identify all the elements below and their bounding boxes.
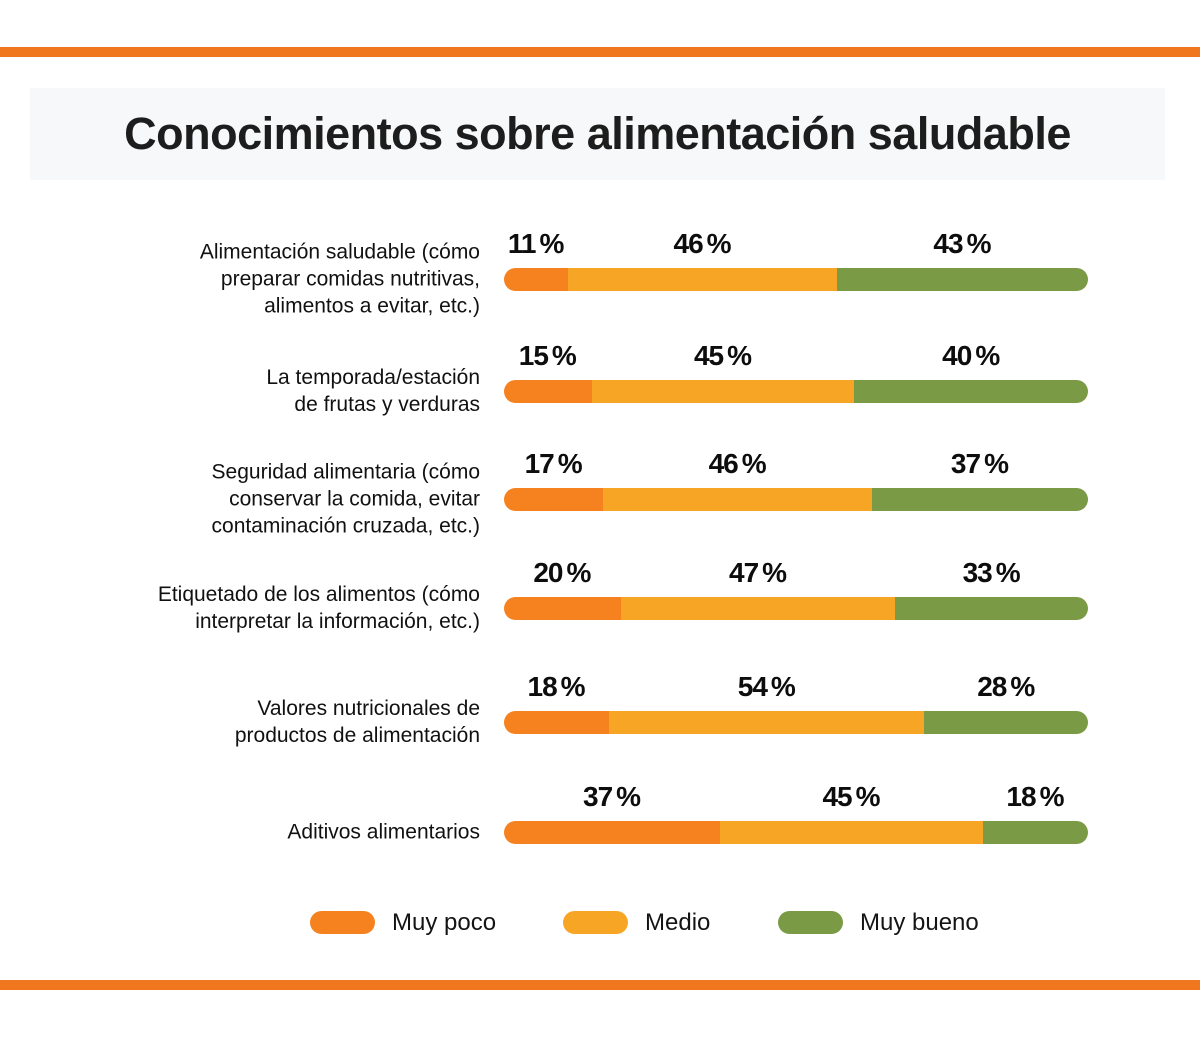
- segment-value-label: 18%: [527, 671, 586, 702]
- segment-value-label: 54%: [737, 671, 796, 702]
- stacked-bar: [504, 597, 1088, 620]
- bar-segment-muy-bueno: [924, 711, 1088, 734]
- segment-value-label: 17%: [524, 448, 583, 479]
- segment-value-label: 20%: [533, 557, 592, 588]
- segment-value-label: 33%: [962, 557, 1021, 588]
- title-band: Conocimientos sobre alimentación saludab…: [30, 88, 1165, 180]
- category-label: La temporada/estación de frutas y verdur…: [266, 366, 480, 416]
- category-label: Etiquetado de los alimentos (cómo interp…: [157, 583, 480, 633]
- segment-value-label: 46%: [673, 228, 732, 259]
- chart-row: Aditivos alimentarios 37% 45% 18%: [0, 781, 1200, 844]
- chart-row: Valores nutricionales de productos de al…: [0, 671, 1200, 747]
- stacked-bar: [504, 711, 1088, 734]
- chart-row: Alimentación saludable (cómo preparar co…: [0, 228, 1200, 318]
- stacked-bar: [504, 821, 1088, 844]
- segment-value-label: 47%: [729, 557, 788, 588]
- category-label: Alimentación saludable (cómo preparar co…: [199, 240, 480, 318]
- segment-value-label: 11%: [507, 228, 565, 259]
- bar-segment-muy-poco: [504, 821, 721, 844]
- bar-segment-muy-bueno: [836, 268, 1088, 291]
- segment-value-label: 46%: [708, 448, 767, 479]
- bar-segment-muy-poco: [504, 268, 569, 291]
- category-label: Seguridad alimentaria (cómo conservar la…: [211, 460, 480, 538]
- stacked-bar: [504, 380, 1088, 403]
- chart-row: La temporada/estación de frutas y verdur…: [0, 340, 1200, 416]
- bar-segment-muy-poco: [504, 711, 610, 734]
- bar-segment-muy-bueno: [895, 597, 1088, 620]
- bar-segment-medio: [620, 597, 896, 620]
- bar-segment-muy-poco: [504, 380, 592, 403]
- bar-segment-medio: [568, 268, 837, 291]
- stacked-bar: [504, 488, 1088, 511]
- top-border-rule: [0, 47, 1200, 57]
- page-title: Conocimientos sobre alimentación saludab…: [124, 108, 1071, 159]
- bar-segment-medio: [603, 488, 872, 511]
- bar-segment-medio: [609, 711, 925, 734]
- chart-row: Seguridad alimentaria (cómo conservar la…: [0, 448, 1200, 538]
- bar-segment-muy-poco: [504, 597, 621, 620]
- category-label: Aditivos alimentarios: [287, 820, 480, 844]
- bar-segment-muy-bueno: [982, 821, 1088, 844]
- segment-value-label: 37%: [950, 448, 1009, 479]
- segment-value-label: 37%: [583, 781, 642, 812]
- stacked-bar: [504, 268, 1088, 291]
- segment-value-label: 45%: [822, 781, 881, 812]
- segment-value-label: 40%: [942, 340, 1001, 371]
- bar-segment-medio: [720, 821, 983, 844]
- bar-segment-muy-bueno: [871, 488, 1088, 511]
- segment-value-label: 18%: [1006, 781, 1065, 812]
- segment-value-label: 45%: [693, 340, 753, 371]
- chart-row: Etiquetado de los alimentos (cómo interp…: [0, 557, 1200, 633]
- segment-value-label: 15%: [518, 340, 577, 371]
- bar-segment-muy-bueno: [854, 380, 1088, 403]
- category-label: Valores nutricionales de productos de al…: [234, 697, 480, 747]
- bar-segment-muy-poco: [504, 488, 604, 511]
- bar-segment-medio: [591, 380, 855, 403]
- segment-value-label: 28%: [977, 671, 1036, 702]
- segment-value-label: 43%: [933, 228, 992, 259]
- bottom-border-rule: [0, 980, 1200, 990]
